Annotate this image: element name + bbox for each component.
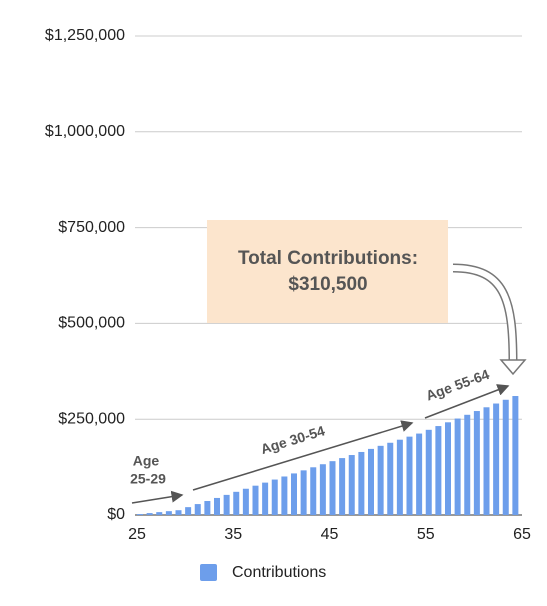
callout-text: Total Contributions: [238, 248, 418, 269]
bar [194, 504, 201, 515]
age-arrow [131, 490, 184, 504]
bar [137, 514, 143, 515]
y-tick-label: $250,000 [58, 410, 125, 427]
bar [454, 418, 461, 515]
bar [310, 467, 317, 515]
bar [329, 461, 336, 515]
bar [377, 445, 384, 515]
age-arrow [424, 384, 510, 419]
y-tick-label: $0 [107, 506, 125, 523]
annotation: Age 55-64 [424, 366, 492, 404]
x-tick-label: 55 [417, 526, 435, 543]
callout-arrow [452, 265, 516, 363]
bar [406, 436, 413, 515]
y-tick-label: $750,000 [58, 219, 125, 236]
bar [146, 513, 153, 515]
x-tick-label: 65 [513, 526, 531, 543]
bar [214, 497, 220, 515]
x-tick-label: 35 [224, 526, 242, 543]
bar [368, 448, 374, 515]
bar [339, 458, 346, 515]
bar [512, 396, 519, 515]
bar [464, 414, 471, 515]
bar [502, 399, 509, 515]
callout-arrow [452, 263, 518, 363]
bar [262, 482, 269, 515]
bar [281, 476, 288, 515]
age-arrow [192, 420, 414, 491]
bar [493, 403, 500, 515]
bar [156, 512, 163, 515]
bar [300, 470, 307, 515]
bar [435, 426, 442, 515]
x-tick-label: 25 [128, 526, 146, 543]
legend-label: Contributions [232, 564, 326, 581]
bar [271, 479, 278, 515]
bar [204, 501, 211, 515]
callout-box [207, 220, 448, 323]
bar [387, 442, 394, 515]
bar [348, 455, 355, 515]
bar [396, 439, 403, 515]
callout-arrowhead [499, 359, 527, 376]
bar [291, 473, 297, 515]
bar [223, 494, 230, 515]
annotation: 25-29 [130, 471, 166, 487]
bar [473, 411, 480, 515]
legend-swatch [200, 564, 217, 581]
bar [252, 485, 259, 515]
bar [165, 511, 172, 515]
callout-text: $310,500 [288, 274, 367, 295]
bar [425, 429, 432, 515]
bar [416, 433, 423, 515]
bar [175, 510, 182, 515]
y-tick-label: $1,250,000 [45, 27, 125, 44]
bar [319, 464, 326, 515]
bar [358, 451, 365, 515]
y-tick-label: $500,000 [58, 315, 125, 332]
bar [233, 491, 240, 515]
bar [242, 488, 249, 515]
bar [185, 507, 192, 515]
bar [483, 407, 490, 515]
bar [445, 422, 451, 515]
x-tick-label: 45 [321, 526, 339, 543]
annotation: Age [133, 453, 160, 469]
y-tick-label: $1,000,000 [45, 123, 125, 140]
